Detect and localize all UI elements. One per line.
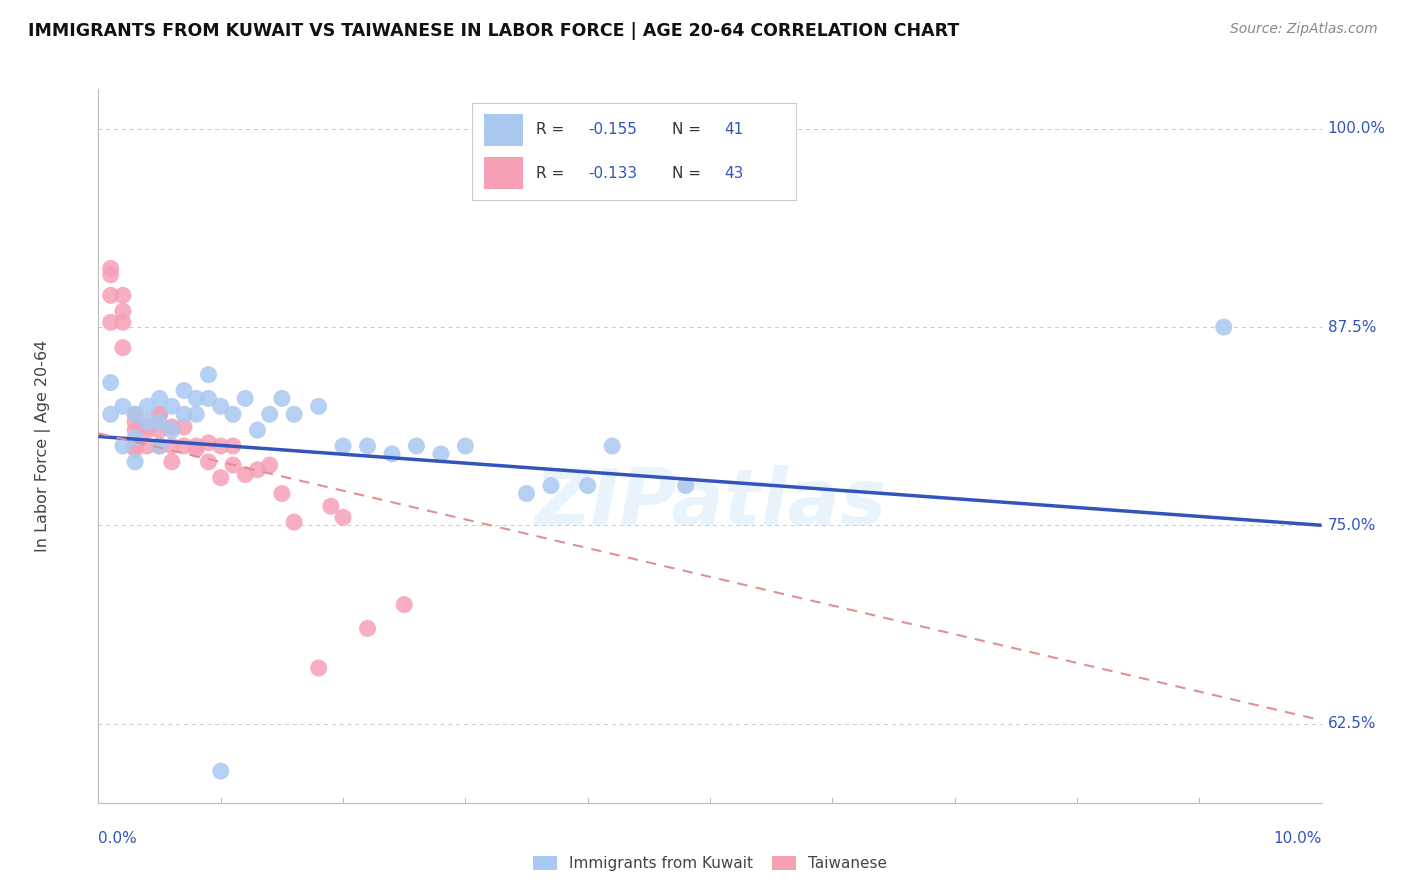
Point [149, 407, 172, 421]
Point [160, 400, 183, 414]
Point [430, 447, 453, 461]
Point [222, 407, 245, 421]
Point [209, 471, 232, 485]
Point [136, 400, 159, 414]
Point [100, 315, 122, 329]
Point [516, 486, 538, 500]
Point [124, 439, 146, 453]
Point [173, 384, 195, 398]
Point [149, 407, 172, 421]
Text: ZIPatlas: ZIPatlas [534, 465, 886, 541]
Point [186, 439, 208, 453]
Text: 75.0%: 75.0% [1327, 517, 1376, 533]
Point [270, 392, 292, 406]
Text: 62.5%: 62.5% [1327, 716, 1376, 731]
Point [173, 407, 195, 421]
Point [149, 439, 172, 453]
Point [136, 415, 159, 429]
Legend: Immigrants from Kuwait, Taiwanese: Immigrants from Kuwait, Taiwanese [527, 850, 893, 877]
Text: 10.0%: 10.0% [1274, 831, 1322, 847]
Point [136, 420, 159, 434]
Point [246, 463, 269, 477]
Point [454, 439, 477, 453]
Point [209, 400, 232, 414]
Point [233, 467, 256, 482]
Point [576, 478, 599, 492]
Point [233, 392, 256, 406]
Point [1212, 320, 1234, 334]
Point [332, 510, 354, 524]
Point [173, 420, 195, 434]
Point [149, 392, 172, 406]
Point [160, 455, 183, 469]
Point [540, 478, 562, 492]
Point [149, 439, 172, 453]
Point [124, 407, 146, 421]
Point [136, 439, 159, 453]
Point [356, 439, 378, 453]
Point [186, 392, 208, 406]
Point [124, 431, 146, 445]
Point [124, 442, 146, 457]
Point [186, 407, 208, 421]
Point [111, 341, 134, 355]
Point [173, 439, 195, 453]
Point [111, 315, 134, 329]
Point [270, 486, 292, 500]
Text: IMMIGRANTS FROM KUWAIT VS TAIWANESE IN LABOR FORCE | AGE 20-64 CORRELATION CHART: IMMIGRANTS FROM KUWAIT VS TAIWANESE IN L… [28, 22, 959, 40]
Point [392, 598, 416, 612]
Point [124, 455, 146, 469]
Text: 87.5%: 87.5% [1327, 319, 1376, 334]
Point [160, 423, 183, 437]
Point [149, 423, 172, 437]
Point [197, 455, 219, 469]
Point [675, 478, 697, 492]
Point [332, 439, 354, 453]
Point [100, 268, 122, 282]
Point [111, 400, 134, 414]
Point [283, 515, 305, 529]
Point [259, 407, 281, 421]
Text: 0.0%: 0.0% [98, 831, 138, 847]
Point [319, 500, 342, 514]
Point [356, 621, 378, 635]
Point [160, 420, 183, 434]
Point [136, 423, 159, 437]
Point [600, 439, 623, 453]
Point [259, 458, 281, 472]
Point [197, 435, 219, 450]
Point [111, 304, 134, 318]
Point [124, 423, 146, 437]
Point [100, 376, 122, 390]
Point [209, 764, 232, 778]
Point [124, 415, 146, 429]
Point [100, 407, 122, 421]
Point [308, 661, 330, 675]
Point [222, 439, 245, 453]
Point [111, 288, 134, 302]
Point [100, 288, 122, 302]
Point [160, 439, 183, 453]
Point [100, 261, 122, 276]
Text: 100.0%: 100.0% [1327, 121, 1386, 136]
Point [246, 423, 269, 437]
Point [149, 415, 172, 429]
Text: Source: ZipAtlas.com: Source: ZipAtlas.com [1230, 22, 1378, 37]
Point [405, 439, 427, 453]
Point [381, 447, 404, 461]
Point [124, 407, 146, 421]
Point [186, 442, 208, 457]
Point [209, 439, 232, 453]
Text: In Labor Force | Age 20-64: In Labor Force | Age 20-64 [35, 340, 52, 552]
Point [197, 368, 219, 382]
Point [308, 400, 330, 414]
Point [283, 407, 305, 421]
Point [222, 458, 245, 472]
Point [111, 439, 134, 453]
Point [197, 392, 219, 406]
